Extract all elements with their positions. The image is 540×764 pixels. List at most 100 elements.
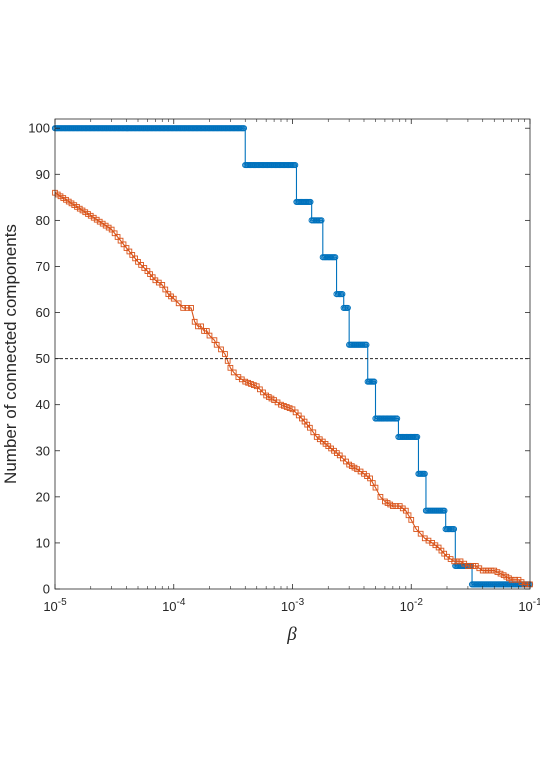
data-point-orange xyxy=(408,517,415,523)
y-axis-label: Number of connected components xyxy=(1,224,20,484)
y-tick-label: 30 xyxy=(36,443,50,458)
x-tick-label: 10-5 xyxy=(43,597,67,614)
x-tick-label: 10-2 xyxy=(400,597,424,614)
data-point-orange xyxy=(336,452,343,459)
data-point-orange xyxy=(248,381,254,387)
data-point-blue xyxy=(318,217,325,224)
data-point-orange xyxy=(278,401,284,408)
data-point-orange xyxy=(123,245,130,251)
data-point-blue xyxy=(441,507,448,514)
data-point-blue xyxy=(339,291,346,298)
data-point-orange xyxy=(343,458,349,465)
data-point-blue xyxy=(363,341,370,348)
y-tick-label: 50 xyxy=(36,351,50,366)
y-tick-label: 80 xyxy=(36,213,50,228)
data-point-orange xyxy=(512,576,518,583)
data-point-orange xyxy=(413,526,420,532)
data-point-orange xyxy=(126,248,133,255)
x-axis-label: β xyxy=(286,624,297,645)
data-point-orange xyxy=(188,305,194,311)
data-point-orange xyxy=(295,412,302,419)
y-tick-label: 10 xyxy=(36,535,50,550)
x-tick-label: 10-1 xyxy=(518,597,540,614)
data-point-orange xyxy=(227,364,234,371)
data-point-orange xyxy=(281,402,287,409)
data-point-blue xyxy=(450,526,458,533)
data-point-orange xyxy=(170,295,177,302)
data-point-orange xyxy=(245,379,251,386)
data-point-orange xyxy=(184,305,191,311)
data-point-orange xyxy=(132,255,138,262)
data-point-orange xyxy=(451,558,458,565)
data-point-orange xyxy=(454,558,461,565)
series-line-orange xyxy=(54,192,530,585)
data-point-orange xyxy=(162,286,169,293)
data-point-orange xyxy=(213,341,220,348)
data-point-orange xyxy=(485,567,492,574)
data-point-orange xyxy=(494,569,501,575)
series-markers-orange xyxy=(52,189,533,588)
series-line-blue xyxy=(55,127,530,585)
data-point-blue xyxy=(371,378,378,385)
data-point-orange xyxy=(390,503,396,509)
data-point-orange xyxy=(260,389,266,396)
data-point-orange xyxy=(222,351,228,357)
data-point-blue xyxy=(414,433,421,441)
data-point-orange xyxy=(175,300,182,307)
data-point-blue xyxy=(292,161,299,169)
data-point-orange xyxy=(191,318,198,325)
data-point-orange xyxy=(497,570,504,577)
data-point-orange xyxy=(257,386,263,393)
data-point-blue xyxy=(393,415,401,422)
data-point-orange xyxy=(479,567,486,574)
data-point-orange xyxy=(242,378,249,385)
y-tick-label: 20 xyxy=(36,489,50,504)
data-point-orange xyxy=(482,567,489,574)
data-point-orange xyxy=(508,576,515,583)
data-point-orange xyxy=(251,382,257,388)
data-point-orange xyxy=(111,230,118,237)
data-point-orange xyxy=(491,567,498,574)
data-point-orange xyxy=(108,226,115,233)
data-point-orange xyxy=(307,424,313,431)
y-tick-label: 70 xyxy=(36,259,50,274)
data-point-blue xyxy=(332,254,339,261)
data-point-orange xyxy=(283,404,290,410)
data-point-orange xyxy=(372,484,379,491)
y-tick-label: 60 xyxy=(36,305,50,320)
data-point-orange xyxy=(393,503,400,509)
data-point-orange xyxy=(195,323,201,330)
data-point-blue xyxy=(421,470,428,477)
data-point-orange xyxy=(159,282,166,288)
y-tick-label: 40 xyxy=(36,397,50,412)
data-point-orange xyxy=(198,323,204,330)
data-point-orange xyxy=(253,383,260,390)
x-ticks: 10-5 10-4 10-3 10-2 10-1 xyxy=(43,119,540,614)
data-point-orange xyxy=(417,530,424,537)
data-point-orange xyxy=(114,234,121,240)
data-point-orange xyxy=(141,265,148,271)
data-point-orange xyxy=(286,405,293,411)
data-point-orange xyxy=(138,262,144,268)
data-point-orange xyxy=(135,258,141,265)
data-point-orange xyxy=(120,241,127,248)
data-point-orange xyxy=(230,369,237,376)
data-point-orange xyxy=(180,305,187,311)
data-point-blue xyxy=(344,304,351,312)
data-point-orange xyxy=(377,493,384,500)
series-markers-blue xyxy=(51,125,534,588)
data-point-orange xyxy=(129,252,136,258)
plot-area xyxy=(51,125,534,588)
data-point-orange xyxy=(206,332,213,339)
data-point-blue xyxy=(307,198,314,206)
data-point-orange xyxy=(218,346,224,353)
y-tick-label: 100 xyxy=(28,121,50,136)
y-tick-label: 90 xyxy=(36,167,50,182)
data-point-orange xyxy=(310,429,317,436)
data-point-orange xyxy=(117,237,124,244)
data-point-orange xyxy=(488,567,495,574)
data-point-orange xyxy=(292,409,299,416)
x-tick-label: 10-3 xyxy=(281,597,305,614)
data-point-blue xyxy=(240,125,248,132)
